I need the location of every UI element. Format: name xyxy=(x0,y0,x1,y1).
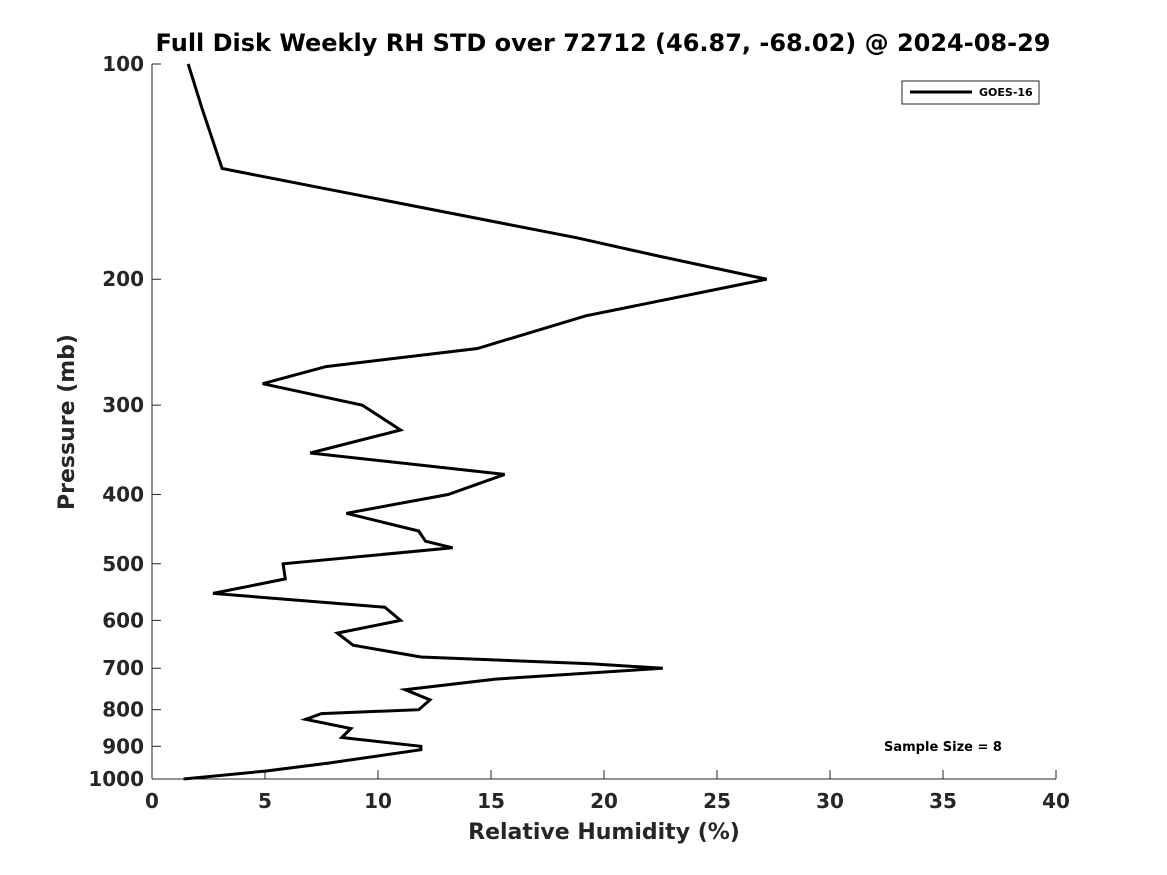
x-tick-label: 15 xyxy=(477,789,505,813)
x-tick-label: 10 xyxy=(364,789,392,813)
x-tick-label: 40 xyxy=(1042,789,1070,813)
legend: GOES-16 xyxy=(901,80,1040,105)
y-tick-label: 300 xyxy=(102,393,144,417)
y-tick-label: 400 xyxy=(102,482,144,506)
y-tick-label: 500 xyxy=(102,552,144,576)
y-tick-label: 800 xyxy=(102,698,144,722)
x-axis-ticks: 0 5 10 15 20 25 30 35 40 xyxy=(145,770,1070,813)
y-tick-label: 600 xyxy=(102,608,144,632)
x-tick-label: 5 xyxy=(258,789,272,813)
x-tick-label: 35 xyxy=(929,789,957,813)
sample-size-annotation: Sample Size = 8 xyxy=(884,740,1002,755)
x-axis-label: Relative Humidity (%) xyxy=(468,820,740,845)
legend-label: GOES-16 xyxy=(979,86,1033,99)
y-tick-label: 900 xyxy=(102,734,144,758)
y-tick-label: 100 xyxy=(102,52,144,76)
y-axis-ticks: 100 200 300 400 500 600 700 800 900 1000 xyxy=(88,52,161,791)
y-tick-label: 200 xyxy=(102,267,144,291)
y-tick-label: 1000 xyxy=(88,767,144,791)
x-tick-label: 30 xyxy=(816,789,844,813)
x-tick-label: 25 xyxy=(703,789,731,813)
x-tick-label: 0 xyxy=(145,789,159,813)
series-line-goes-16 xyxy=(183,63,768,781)
x-tick-label: 20 xyxy=(590,789,618,813)
y-tick-label: 700 xyxy=(102,656,144,680)
chart-title: Full Disk Weekly RH STD over 72712 (46.8… xyxy=(156,29,1051,57)
y-axis-label: Pressure (mb) xyxy=(55,334,80,510)
